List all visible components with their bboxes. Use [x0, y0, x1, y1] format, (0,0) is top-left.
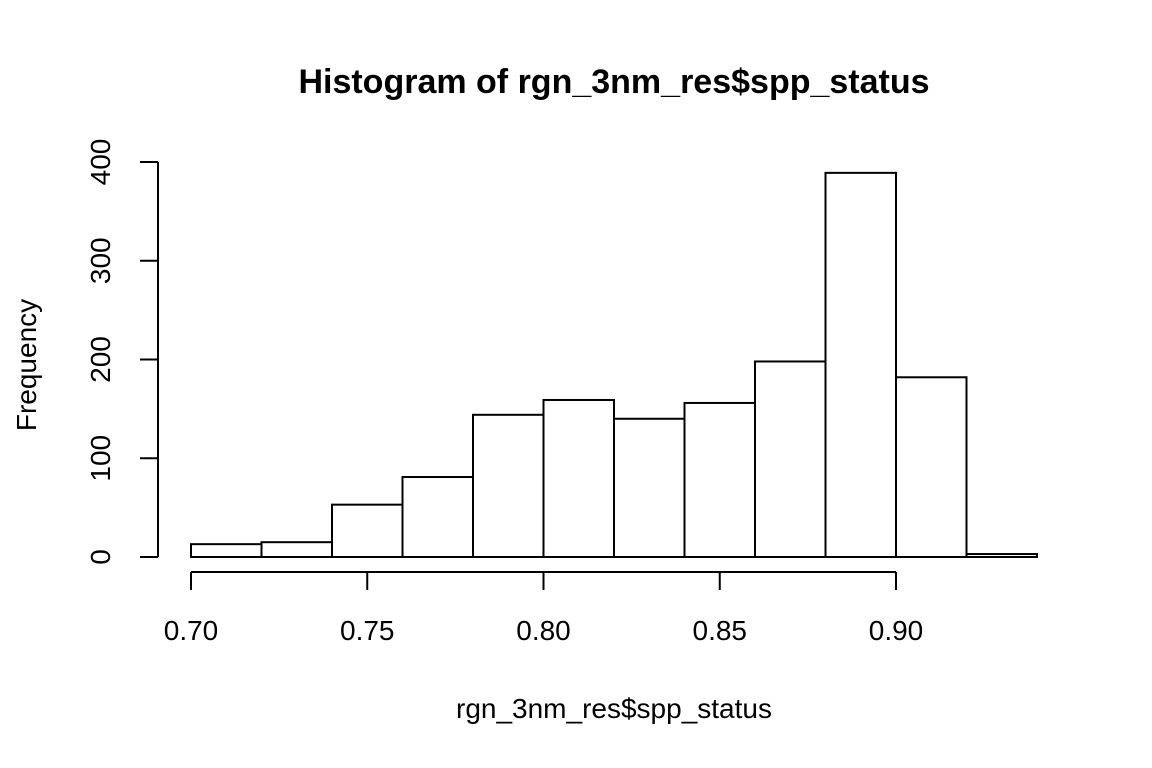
x-tick-label: 0.80: [516, 615, 571, 646]
y-tick-label: 200: [85, 336, 116, 383]
histogram-bar-10: [895, 376, 968, 558]
x-tick-label: 0.85: [693, 615, 748, 646]
chart-title: Histogram of rgn_3nm_res$spp_status: [298, 63, 929, 101]
x-axis: 0.70 0.75 0.80 0.85 0.90: [164, 571, 924, 646]
y-tick-label: 300: [85, 237, 116, 284]
histogram-bar-1: [260, 541, 333, 558]
histogram-bar-9: [824, 171, 897, 559]
x-tick-label: 0.90: [869, 615, 924, 646]
histogram-bar-0: [190, 543, 263, 558]
histogram-bar-2: [331, 503, 404, 559]
y-axis-label: Frequency: [11, 299, 42, 431]
histogram-bar-11: [965, 553, 1038, 558]
histogram-bar-3: [401, 476, 474, 559]
histogram-bars: [190, 171, 1038, 559]
histogram-bar-7: [683, 401, 756, 559]
histogram-bar-6: [613, 417, 686, 558]
histogram-bar-5: [542, 398, 615, 558]
y-tick-label: 400: [85, 139, 116, 186]
y-tick-label: 100: [85, 435, 116, 482]
y-tick-label: 0: [85, 549, 116, 565]
y-axis: 0 100 200 300 400: [85, 139, 159, 565]
histogram-bar-4: [472, 413, 545, 558]
x-tick-label: 0.70: [164, 615, 219, 646]
histogram-bar-8: [754, 360, 827, 558]
x-tick-label: 0.75: [340, 615, 395, 646]
x-axis-label: rgn_3nm_res$spp_status: [456, 693, 772, 724]
